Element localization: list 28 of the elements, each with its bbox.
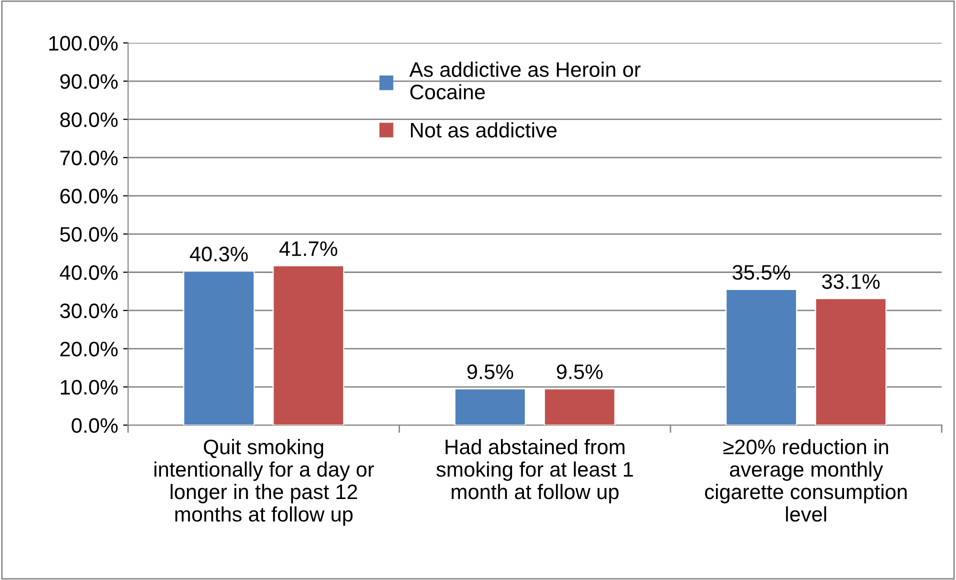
bar bbox=[726, 288, 798, 426]
y-tick-label: 20.0% bbox=[60, 342, 118, 356]
bar bbox=[544, 388, 616, 426]
y-tick-label: 70.0% bbox=[60, 150, 118, 166]
bar bbox=[454, 388, 526, 426]
y-tick-label: 30.0% bbox=[60, 303, 118, 318]
bar bbox=[183, 270, 255, 426]
data-label: 41.7% bbox=[279, 241, 338, 256]
y-tick-label: 90.0% bbox=[60, 74, 118, 89]
data-label: 33.1% bbox=[822, 274, 880, 289]
legend-label: Not as addictive bbox=[410, 122, 557, 138]
x-tick-label: Quit smoking intentionally for a day or longer in the past 12 months at follow up bbox=[154, 439, 374, 526]
y-tick-label: 0.0% bbox=[72, 418, 118, 433]
legend-label: As addictive as Heroin or Cocaine bbox=[409, 62, 641, 100]
data-label: 35.5% bbox=[732, 265, 790, 280]
x-tick-label: Had abstained from smoking for at least 1 month at follow up bbox=[436, 439, 633, 504]
x-tick-label: ≥20% reduction in average monthly cigarette consumption level bbox=[705, 439, 907, 522]
data-label: 40.3% bbox=[190, 246, 248, 262]
y-tick-label: 50.0% bbox=[60, 227, 118, 242]
data-label: 9.5% bbox=[556, 364, 603, 380]
bar bbox=[272, 265, 344, 426]
y-tick-label: 80.0% bbox=[60, 112, 118, 128]
y-tick-label: 100.0% bbox=[49, 36, 118, 51]
y-tick-label: 60.0% bbox=[60, 188, 118, 204]
y-tick-label: 10.0% bbox=[60, 380, 118, 395]
data-label: 9.5% bbox=[467, 364, 514, 380]
bar bbox=[815, 298, 887, 426]
y-tick-label: 40.0% bbox=[60, 265, 118, 280]
